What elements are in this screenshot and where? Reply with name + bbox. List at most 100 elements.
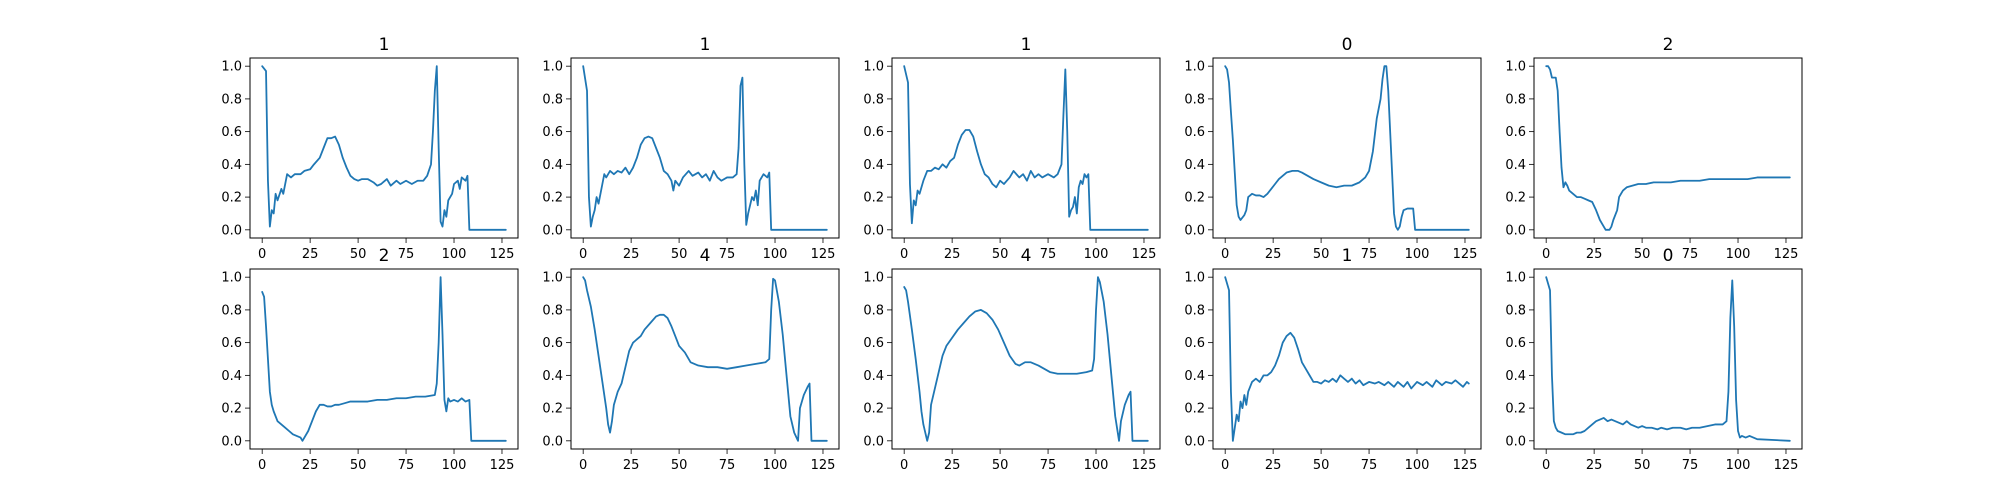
x-tick-label: 50 (671, 247, 688, 262)
series-line (1545, 276, 1791, 442)
y-tick-label: 0.4 (542, 158, 563, 173)
y-tick-label: 0.4 (1505, 158, 1526, 173)
y-tick-label: 0.8 (221, 92, 242, 107)
subplot-1: 1 0 25 50 75 100 125 0.0 0.2 0.4 0.6 0.8 1.0 (221, 35, 519, 262)
x-tick-label: 75 (1682, 247, 1699, 262)
y-tick-label: 0.0 (221, 223, 242, 238)
y-tick-label: 0.8 (863, 92, 884, 107)
x-tick-label: 50 (1634, 247, 1651, 262)
x-tick-label: 25 (623, 458, 640, 473)
x-tick-label: 100 (1084, 458, 1109, 473)
subplot-5: 2 0 25 50 75 100 125 0.0 0.2 0.4 0.6 0.8 1.0 (1505, 35, 1803, 262)
y-tick-label: 0.8 (863, 303, 884, 318)
x-tick-label: 125 (490, 458, 515, 473)
x-tick-label: 125 (1132, 458, 1157, 473)
x-tick-label: 0 (579, 247, 587, 262)
y-tick-label: 0.6 (1184, 336, 1205, 351)
x-tick-label: 25 (302, 458, 319, 473)
x-tick-label: 50 (671, 458, 688, 473)
y-tick-label: 0.2 (863, 191, 884, 206)
x-tick-label: 0 (1542, 458, 1550, 473)
series-line (582, 276, 828, 442)
y-tick-label: 0.2 (542, 402, 563, 417)
series-line (903, 276, 1149, 442)
series-line (582, 65, 828, 231)
x-tick-label: 0 (900, 458, 908, 473)
y-tick-label: 0.8 (1184, 92, 1205, 107)
y-tick-label: 1.0 (1505, 60, 1526, 75)
x-tick-label: 25 (1586, 247, 1603, 262)
x-tick-label: 100 (763, 458, 788, 473)
x-tick-label: 50 (350, 458, 367, 473)
x-tick-label: 50 (350, 247, 367, 262)
y-tick-label: 1.0 (221, 271, 242, 286)
series-line (261, 276, 507, 442)
axes-frame (1212, 57, 1482, 239)
x-tick-label: 50 (992, 458, 1009, 473)
subplot-title: 4 (700, 246, 711, 266)
y-tick-label: 0.0 (542, 223, 563, 238)
axes-frame (1533, 268, 1803, 450)
subplot-6: 2 0 25 50 75 100 125 0.0 0.2 0.4 0.6 0.8 1.0 (221, 246, 519, 473)
y-tick-label: 1.0 (1184, 60, 1205, 75)
x-tick-label: 100 (763, 247, 788, 262)
y-tick-label: 0.8 (542, 92, 563, 107)
axes-frame (249, 57, 519, 239)
y-tick-label: 0.4 (1505, 369, 1526, 384)
y-tick-label: 0.2 (1184, 191, 1205, 206)
x-tick-label: 100 (442, 247, 467, 262)
x-tick-label: 75 (1361, 247, 1378, 262)
y-tick-label: 0.0 (1184, 434, 1205, 449)
subplot-title: 1 (1342, 246, 1353, 266)
y-tick-label: 1.0 (1184, 271, 1205, 286)
subplot-title: 2 (1663, 35, 1674, 55)
series-line (1224, 276, 1470, 442)
x-tick-label: 50 (1634, 458, 1651, 473)
x-tick-label: 100 (1726, 247, 1751, 262)
x-tick-label: 0 (900, 247, 908, 262)
y-tick-label: 0.2 (542, 191, 563, 206)
series-line (1224, 65, 1470, 231)
x-tick-label: 125 (1774, 458, 1799, 473)
axes-frame (570, 268, 840, 450)
x-tick-label: 25 (623, 247, 640, 262)
y-tick-label: 0.0 (1505, 223, 1526, 238)
y-tick-label: 0.0 (542, 434, 563, 449)
y-tick-label: 1.0 (1505, 271, 1526, 286)
y-tick-label: 0.0 (1505, 434, 1526, 449)
x-tick-label: 50 (1313, 458, 1330, 473)
subplot-title: 2 (379, 246, 390, 266)
y-tick-label: 0.8 (542, 303, 563, 318)
y-tick-label: 1.0 (863, 271, 884, 286)
x-tick-label: 125 (1453, 247, 1478, 262)
y-tick-label: 0.2 (1184, 402, 1205, 417)
subplot-title: 1 (700, 35, 711, 55)
y-tick-label: 0.0 (221, 434, 242, 449)
x-tick-label: 25 (1265, 458, 1282, 473)
x-tick-label: 100 (1405, 458, 1430, 473)
y-tick-label: 0.6 (542, 125, 563, 140)
axes-frame (249, 268, 519, 450)
y-tick-label: 0.2 (863, 402, 884, 417)
series-line (903, 65, 1149, 231)
x-tick-label: 75 (1040, 247, 1057, 262)
y-tick-label: 0.8 (1505, 92, 1526, 107)
y-tick-label: 1.0 (542, 60, 563, 75)
x-tick-label: 125 (1132, 247, 1157, 262)
y-tick-label: 0.4 (542, 369, 563, 384)
series-line (261, 65, 507, 231)
x-tick-label: 25 (944, 247, 961, 262)
y-tick-label: 0.2 (221, 191, 242, 206)
y-tick-label: 0.4 (221, 369, 242, 384)
y-tick-label: 0.8 (1505, 303, 1526, 318)
axes-frame (1533, 57, 1803, 239)
y-tick-label: 0.6 (1505, 336, 1526, 351)
x-tick-label: 100 (442, 458, 467, 473)
x-tick-label: 100 (1405, 247, 1430, 262)
y-tick-label: 0.6 (863, 125, 884, 140)
y-tick-label: 0.2 (1505, 402, 1526, 417)
y-tick-label: 0.4 (1184, 158, 1205, 173)
subplot-title: 1 (379, 35, 390, 55)
y-tick-label: 0.4 (1184, 369, 1205, 384)
x-tick-label: 75 (1040, 458, 1057, 473)
